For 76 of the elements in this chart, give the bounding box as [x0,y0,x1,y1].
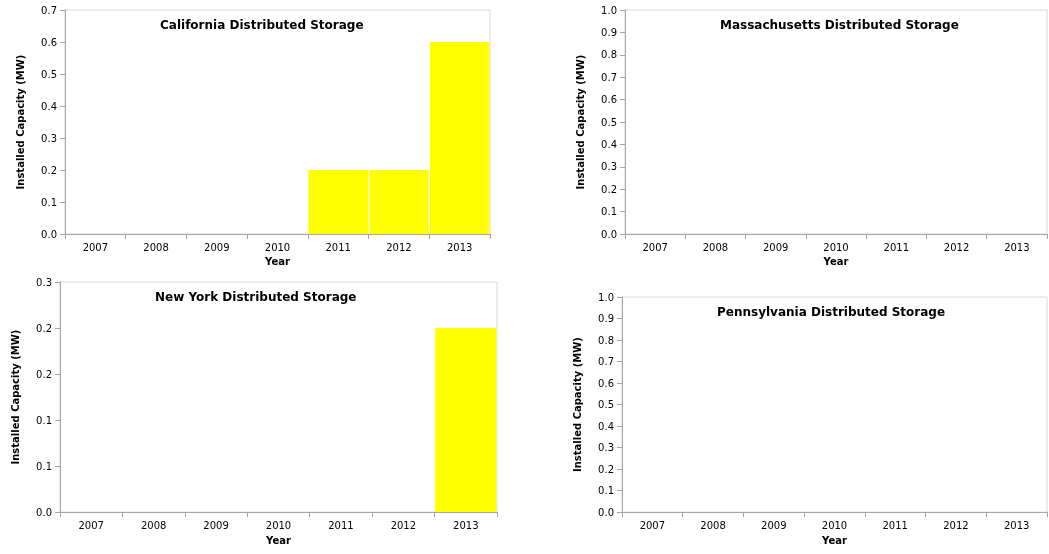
y-tick-label: 0.2 [36,322,52,334]
x-tick-label: 2008 [702,241,729,253]
y-tick-label: 0.0 [601,228,617,240]
y-tick-label: 0.3 [598,442,614,454]
y-tick-label: 0.1 [36,460,52,472]
y-tick-label: 0.4 [601,138,617,150]
x-tick-label: 2009 [203,519,229,531]
y-tick-label: 0.3 [36,276,52,288]
x-tick-label: 2008 [140,519,167,531]
y-axis-title: Installed Capacity (MW) [9,329,21,465]
y-axis-title: Installed Capacity (MW) [14,54,26,190]
x-tick-label: 2007 [78,519,104,531]
y-tick-label: 0.1 [598,485,614,497]
x-tick-label: 2009 [204,241,230,253]
y-tick-label: 0.6 [41,36,57,48]
x-tick-label: 2011 [883,241,910,253]
y-tick-label: 0.3 [41,132,57,144]
y-tick-label: 0.7 [41,4,57,16]
x-tick-label: 2013 [453,519,479,531]
text: California Distributed Storage [160,18,364,32]
y-tick-label: 0.2 [598,463,614,475]
x-tick-label: 2013 [446,241,473,253]
x-tick-label: 2008 [700,519,726,531]
y-tick-label: 0.5 [598,399,614,411]
x-tick-label: 2009 [762,241,789,253]
x-tick-label: 2008 [143,241,169,253]
y-tick-label: 0.0 [36,506,52,518]
x-axis-title: Year [822,256,849,268]
x-axis-title: Year [264,256,290,268]
x-tick-label: 2010 [823,241,849,253]
x-tick-label: 2010 [821,519,848,531]
y-tick-label: 0.1 [36,414,52,426]
y-tick-label: 0.4 [598,420,614,432]
y-tick-label: 0.2 [36,368,52,380]
y-tick-label: 0.0 [41,228,57,240]
y-axis-title: Installed Capacity (MW) [571,337,583,472]
x-tick-label: 2007 [82,241,109,253]
x-axis-title: Year [821,534,847,546]
y-tick-label: 0.8 [598,334,614,346]
text: Massachusetts Distributed Storage [720,18,959,32]
x-tick-label: 2010 [264,241,291,253]
x-tick-label: 2011 [325,241,351,253]
y-tick-label: 0.7 [598,356,614,368]
x-tick-label: 2012 [943,241,970,253]
y-tick-label: 0.6 [598,377,614,389]
y-tick-label: 0.1 [601,206,617,218]
x-axis-title: Year [265,534,291,546]
x-tick-label: 2013 [1004,241,1030,253]
y-tick-label: 0.7 [601,71,617,83]
y-tick-label: 0.2 [41,164,57,176]
y-tick-label: 1.0 [601,4,617,16]
x-tick-label: 2009 [761,519,787,531]
y-tick-label: 0.9 [601,26,617,38]
text: New York Distributed Storage [155,290,357,304]
y-tick-label: 0.1 [41,196,57,208]
y-tick-label: 1.0 [598,291,614,303]
text: Pennsylvania Distributed Storage [717,305,946,319]
y-tick-label: 0.3 [601,161,617,173]
x-tick-label: 2011 [328,519,354,531]
y-tick-label: 0.0 [598,506,614,518]
x-tick-label: 2012 [386,241,412,253]
y-tick-label: 0.8 [601,49,617,61]
x-tick-label: 2007 [642,241,668,253]
x-tick-label: 2010 [265,519,292,531]
y-tick-label: 0.2 [601,183,617,195]
y-tick-label: 0.4 [41,100,57,112]
x-tick-label: 2012 [390,519,417,531]
y-tick-label: 0.9 [598,313,614,325]
y-tick-label: 0.5 [41,68,57,80]
x-tick-label: 2013 [1003,519,1030,531]
x-tick-label: 2012 [943,519,969,531]
x-tick-label: 2007 [639,519,666,531]
y-tick-label: 0.5 [601,116,617,128]
y-axis-title: Installed Capacity (MW) [574,54,586,190]
x-tick-label: 2011 [882,519,908,531]
y-tick-label: 0.6 [601,94,617,106]
